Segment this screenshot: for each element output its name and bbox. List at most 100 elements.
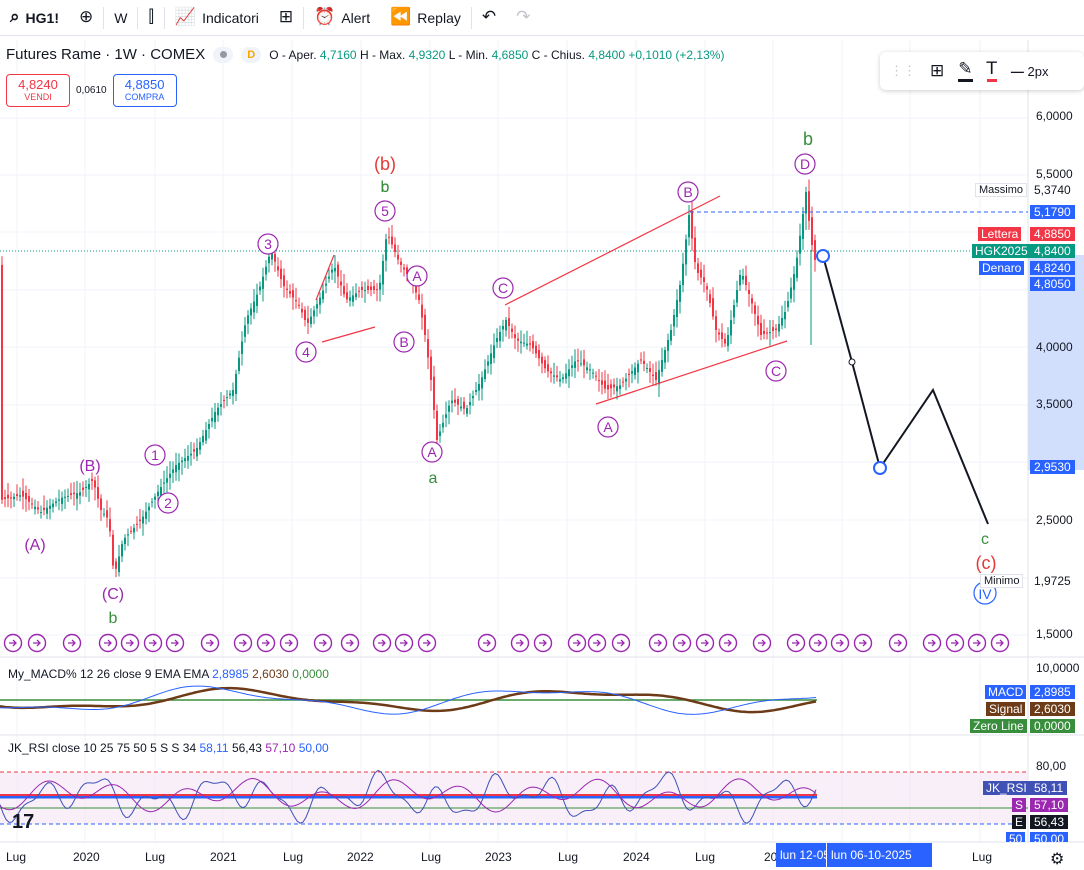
- wave-circle-icon: [295, 341, 317, 363]
- candle-body: [118, 556, 120, 573]
- time-axis-label: Lug: [558, 850, 579, 864]
- candle-body: [475, 390, 477, 392]
- macd-legend[interactable]: My_MACD% 12 26 close 9 EMA EMA 2,8985 2,…: [8, 667, 329, 681]
- candle-body: [145, 511, 147, 519]
- candle-body: [211, 418, 213, 422]
- indicators-button[interactable]: 📈 Indicatori: [165, 0, 269, 36]
- candle-body: [85, 487, 87, 488]
- candle-body: [676, 300, 678, 318]
- bid-tag-value: 4,8240: [1030, 261, 1075, 275]
- rsi-e-value: 56,43: [231, 741, 262, 755]
- wave-label: C: [771, 363, 781, 379]
- candle-body: [469, 402, 471, 406]
- text-color-icon[interactable]: T: [986, 60, 997, 82]
- projection-node[interactable]: [873, 461, 887, 475]
- candle-body: [61, 497, 63, 504]
- indicators-icon: 📈: [174, 7, 197, 27]
- candle-body: [346, 292, 348, 300]
- interval-button[interactable]: W: [104, 0, 137, 36]
- projection-node[interactable]: [816, 249, 830, 263]
- settings-icon[interactable]: ⚙: [1050, 849, 1064, 868]
- candle-body: [586, 367, 588, 371]
- candle-body: [589, 369, 591, 371]
- undo-button[interactable]: ↶: [472, 0, 506, 36]
- candle-body: [661, 360, 663, 372]
- rsi-tag-label: JK_RSI: [983, 781, 1030, 795]
- candle-body: [70, 493, 72, 495]
- candle-body: [49, 505, 51, 509]
- candle-body: [514, 334, 516, 338]
- candle-body: [541, 356, 543, 364]
- buy-label: COMPRA: [124, 91, 165, 102]
- candle-body: [490, 353, 492, 364]
- macd-line: [0, 685, 817, 715]
- candle-body: [25, 492, 27, 500]
- rsi-legend[interactable]: JK_RSI close 10 25 75 50 5 S S 34 58,11 …: [8, 741, 329, 755]
- candle-body: [808, 191, 810, 221]
- sell-button[interactable]: 4,8240 VENDI: [6, 74, 70, 107]
- low-value: 4,6850: [491, 47, 529, 62]
- redo-button[interactable]: ↷: [506, 0, 540, 36]
- candle-body: [337, 264, 339, 277]
- alert-button[interactable]: ⏰ Alert: [304, 0, 380, 36]
- price-axis-label: 2,5000: [1036, 513, 1073, 527]
- layout-button[interactable]: ⊞: [269, 0, 303, 36]
- candle-body: [406, 267, 408, 274]
- candle-body: [28, 496, 30, 502]
- wave-circle-icon: [257, 233, 279, 255]
- symbol-title[interactable]: Futures Rame · 1W · COMEX: [6, 46, 206, 63]
- candle-body: [136, 523, 138, 525]
- rsi-line-2: [0, 777, 817, 813]
- candle-body: [367, 285, 369, 290]
- candle-body: [322, 290, 324, 300]
- candle-body: [481, 377, 483, 389]
- wave-label: A: [603, 419, 613, 435]
- candle-body: [769, 332, 771, 334]
- bar-style-button[interactable]: ⫿: [138, 0, 163, 36]
- candle-body: [19, 495, 21, 497]
- wave-label: B: [683, 184, 692, 200]
- max-tag-value: 5,3740: [1030, 183, 1075, 197]
- candle-body: [673, 315, 675, 327]
- wave-label: 3: [264, 236, 272, 252]
- candle-body: [208, 424, 210, 429]
- add-symbol-button[interactable]: ⊕: [69, 0, 103, 36]
- symbol-search[interactable]: ⌕ HG1!: [0, 0, 69, 36]
- template-icon[interactable]: ⊞: [930, 60, 945, 81]
- candle-body: [286, 288, 288, 290]
- drag-handle-icon[interactable]: ⋮⋮: [890, 63, 916, 78]
- line-width-button[interactable]: — 2px: [1010, 63, 1049, 79]
- pen-color-icon[interactable]: ✎: [958, 60, 973, 82]
- replay-label: Replay: [417, 9, 461, 26]
- candle-body: [13, 496, 15, 500]
- candle-body: [637, 363, 639, 373]
- candle-body: [736, 290, 738, 303]
- wave-label: 1: [151, 447, 159, 463]
- replay-button[interactable]: ⏪ Replay: [380, 0, 471, 36]
- wave-label: 4: [302, 344, 310, 360]
- candle-body: [256, 294, 258, 306]
- wave-label: 5: [381, 203, 389, 219]
- candle-body: [370, 286, 372, 290]
- wave-circle-icon: [157, 492, 179, 514]
- time-axis-label: Lug: [695, 850, 716, 864]
- wave-label: (A): [24, 537, 45, 554]
- candle-body: [361, 286, 363, 290]
- signal-tag-value: 2,6030: [1030, 702, 1075, 716]
- projection-node[interactable]: [848, 358, 856, 366]
- candle-body: [259, 286, 261, 291]
- projection-path: [822, 255, 989, 525]
- candle-body: [565, 373, 567, 379]
- candle-body: [154, 496, 156, 500]
- buy-button[interactable]: 4,8850 COMPRA: [112, 74, 177, 107]
- candle-body: [460, 406, 462, 409]
- candle-body: [751, 298, 753, 304]
- bid-tag-label: Denaro: [979, 261, 1025, 275]
- candle-body: [238, 357, 240, 372]
- candle-body: [52, 503, 54, 508]
- candle-body: [43, 507, 45, 510]
- candle-body: [196, 448, 198, 457]
- divider: [303, 6, 305, 29]
